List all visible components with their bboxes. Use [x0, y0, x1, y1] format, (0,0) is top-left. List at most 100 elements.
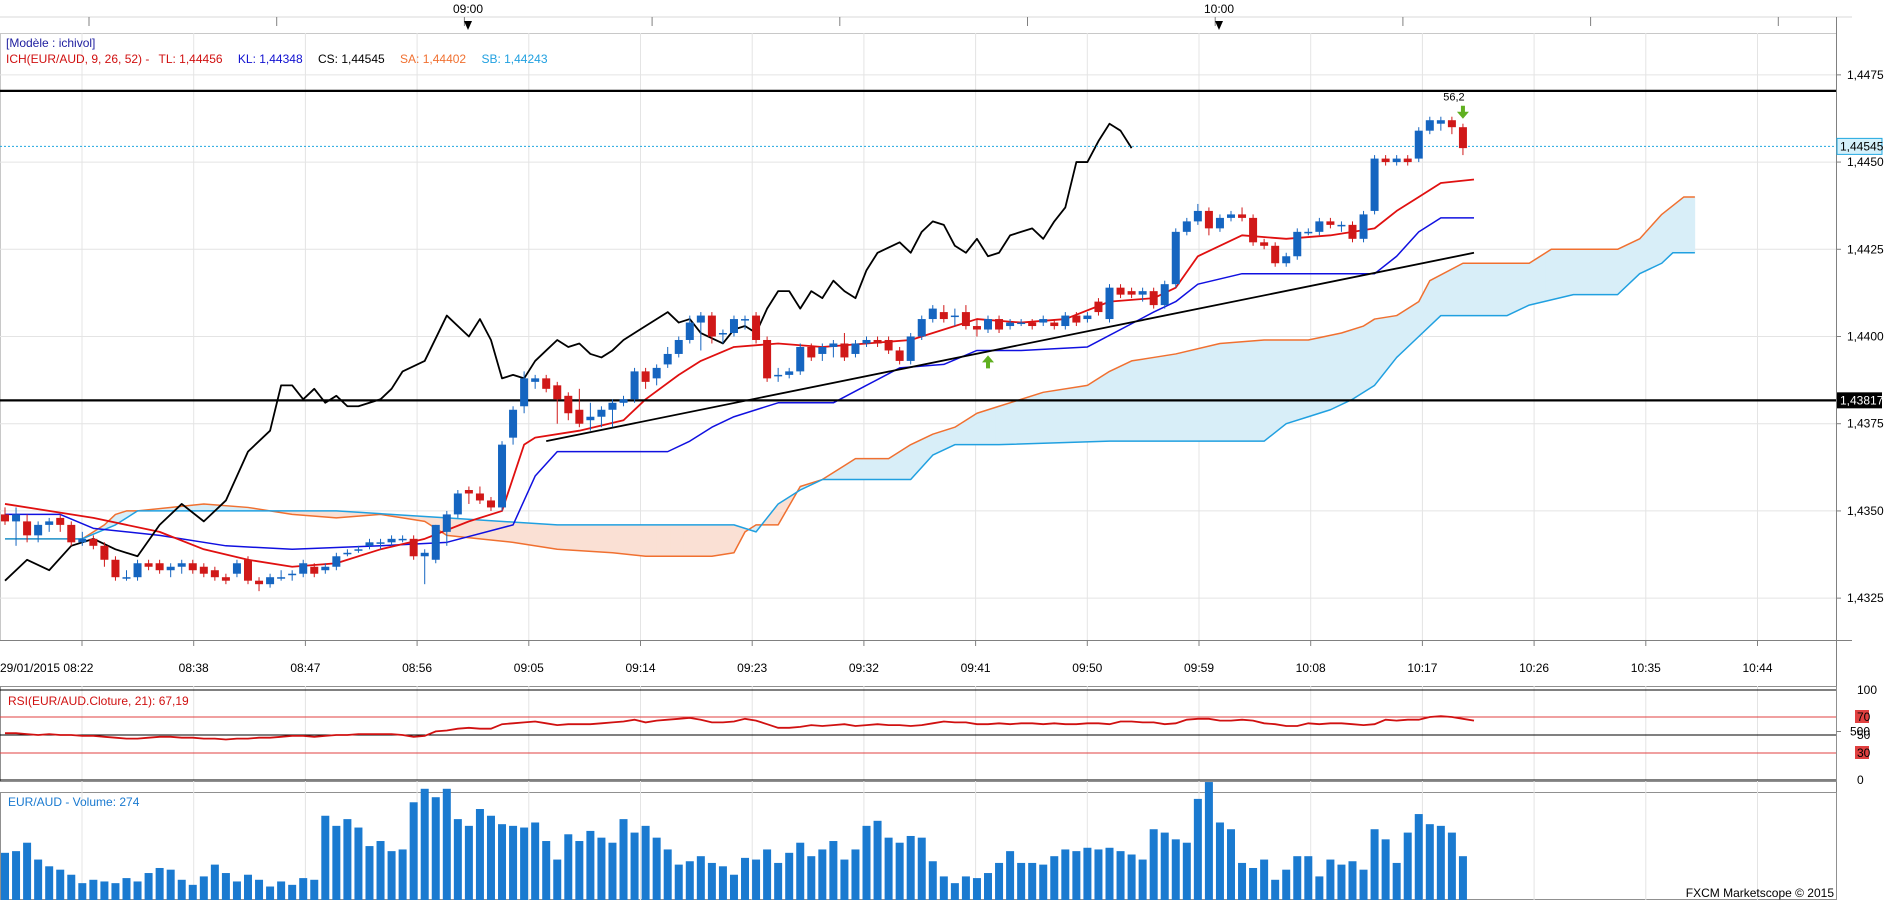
volume-bar: [442, 788, 451, 900]
candle-body: [23, 521, 32, 536]
cloud-segment: [700, 524, 704, 557]
candle-body: [1282, 256, 1291, 264]
cloud-segment: [995, 405, 1000, 445]
cloud-segment: [1180, 351, 1185, 442]
cloud-segment: [1636, 238, 1640, 278]
cloud-segment: [1686, 196, 1690, 254]
candle-body: [1193, 210, 1202, 222]
volume-bar: [376, 841, 385, 900]
cloud-segment: [1219, 342, 1224, 442]
volume-bar: [166, 869, 175, 900]
cloud-segment: [1493, 262, 1497, 316]
cloud-segment: [1338, 332, 1342, 407]
cloud-segment: [1332, 333, 1337, 409]
cloud-segment: [496, 520, 500, 542]
candle-body: [1238, 214, 1247, 218]
candle-body: [531, 378, 540, 382]
cloud-segment: [1421, 291, 1425, 335]
candle-body: [1392, 158, 1401, 163]
cloud-segment: [1352, 328, 1356, 400]
candle-body: [928, 308, 937, 320]
cloud-segment: [1622, 244, 1627, 291]
cloud-segment: [1335, 333, 1339, 408]
candle-body: [34, 524, 43, 536]
volume-bar: [840, 859, 849, 900]
cloud-segment: [708, 524, 713, 557]
ich-label: ICH(EUR/AUD, 9, 26, 52) -: [6, 52, 149, 66]
volume-panel: 50 0: [1, 725, 1870, 900]
candle-body: [166, 566, 175, 571]
candle-body: [829, 343, 838, 347]
cloud-segment: [1004, 403, 1008, 445]
volume-bar: [1226, 829, 1235, 900]
cloud-segment: [1098, 376, 1102, 442]
cloud-segment: [1227, 342, 1232, 442]
cloud-segment: [990, 407, 994, 445]
candle-body: [232, 563, 241, 574]
candle-body: [1160, 284, 1169, 306]
cloud-segment: [1015, 399, 1019, 445]
cloud-segment: [1423, 285, 1428, 332]
cloud-segment: [482, 519, 486, 540]
volume-bar: [939, 876, 948, 900]
cloud-segment: [1034, 393, 1039, 444]
cloud-segment: [1620, 246, 1624, 293]
cloud-segment: [976, 411, 981, 445]
cloud-segment: [573, 524, 577, 551]
cloud-segment: [1435, 275, 1439, 322]
cloud-segment: [1501, 262, 1505, 316]
cloud-segment: [1211, 344, 1215, 442]
cloud-segment: [1575, 248, 1580, 295]
cloud-segment: [1056, 389, 1061, 444]
cloud-segment: [1216, 343, 1221, 442]
cloud-segment: [1225, 342, 1229, 442]
level-price-label: 1,43817: [1840, 393, 1884, 407]
volume-bar: [1260, 859, 1269, 900]
volume-bar: [177, 879, 186, 900]
volume-bar: [917, 837, 926, 900]
cloud-segment: [1313, 337, 1317, 416]
candle-body: [288, 573, 297, 576]
volume-bar: [873, 820, 882, 900]
volume-label: EUR/AUD - Volume: 274: [8, 795, 140, 809]
cloud-segment: [1258, 339, 1262, 442]
cloud-segment: [614, 524, 619, 554]
cloud-segment: [1390, 315, 1395, 366]
cloud-segment: [1114, 366, 1119, 442]
cloud-segment: [1495, 262, 1500, 316]
current-price-label: 1,44545: [1840, 139, 1884, 153]
cloud-segment: [1294, 339, 1298, 422]
x-axis-tick-label: 09:59: [1184, 661, 1214, 675]
candle-body: [1182, 221, 1191, 232]
candle-body: [1083, 315, 1092, 320]
cloud-segment: [1109, 369, 1113, 442]
candle-body: [707, 315, 716, 337]
cloud-segment: [1468, 262, 1472, 316]
cloud-segment: [1296, 339, 1301, 421]
candle-body: [453, 493, 462, 515]
candle-body: [1028, 322, 1037, 327]
volume-bar: [420, 788, 429, 900]
cloud-segment: [548, 524, 553, 549]
cloud-segment: [1396, 313, 1400, 359]
volume-bar: [12, 851, 21, 900]
cloud-segment: [515, 521, 519, 544]
cloud-segment: [984, 409, 989, 445]
cloud-segment: [1542, 252, 1547, 303]
cloud-segment: [968, 416, 972, 445]
cloud-segment: [1073, 386, 1077, 443]
cloud-segment: [479, 519, 483, 540]
volume-bar: [630, 832, 639, 900]
cloud-segment: [1263, 339, 1268, 442]
senkou-span-a-line: [5, 196, 1695, 558]
cloud-segment: [1379, 317, 1384, 380]
cloud-segment: [1664, 209, 1668, 262]
cloud-segment: [1586, 248, 1591, 295]
volume-bar: [520, 827, 529, 900]
cloud-segment: [1509, 262, 1513, 315]
volume-bar: [1238, 862, 1247, 900]
volume-bar: [1160, 832, 1169, 900]
cloud-segment: [327, 510, 332, 518]
cloud-segment: [1592, 248, 1596, 295]
x-axis-tick-label: 08:56: [402, 661, 432, 675]
